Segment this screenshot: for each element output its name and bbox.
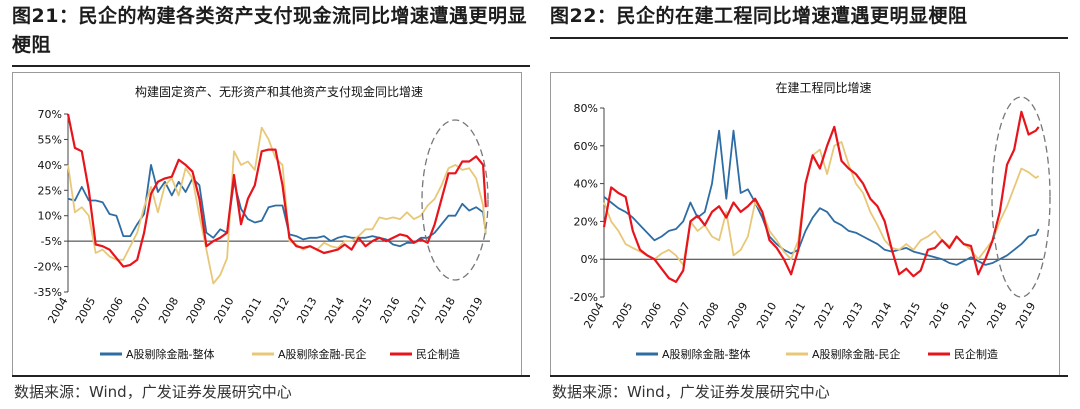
legend-label: A股剔除金融-民企 [812, 347, 901, 361]
figure-22-panel: 图22：民企的在建工程同比增速遭遇更明显梗阻 在建工程同比增速 80% 60% 40%… [550, 0, 1074, 409]
x-tick-label: 2017 [956, 300, 981, 331]
x-tick-label: 2007 [128, 295, 153, 326]
chart-capex-cashflow: 构建固定资产、无形资产和其他资产支付现金同比增速 70% 55% 40% 25% 10% -… [12, 72, 522, 377]
x-tick-label: 2013 [294, 295, 319, 326]
x-tick-label: 2012 [812, 300, 837, 331]
x-tick-label: 2007 [668, 300, 693, 331]
title-rule [12, 65, 530, 67]
x-tick-label: 2004 [581, 300, 606, 331]
x-tick-label: 2006 [101, 295, 126, 326]
x-tick-label: 2018 [984, 300, 1009, 331]
y-tick-label: 40% [574, 178, 598, 191]
legend-label: A股剔除金融-民企 [278, 347, 367, 361]
x-tick-label: 2011 [239, 295, 264, 326]
legend-label: 民企制造 [416, 347, 460, 361]
x-tick-label: 2006 [639, 300, 664, 331]
y-tick-label: 20% [574, 215, 598, 228]
x-tick-label: 2009 [184, 295, 209, 326]
y-tick-label: -5% [41, 235, 62, 248]
chart-title: 在建工程同比增速 [775, 80, 871, 95]
x-tick-label: 2018 [433, 295, 458, 326]
source-rule [12, 375, 530, 377]
x-tick-label: 2019 [460, 295, 485, 326]
y-tick-label: -35% [34, 286, 62, 299]
y-tick-label: -20% [570, 291, 598, 304]
x-tick-label: 2016 [377, 295, 402, 326]
x-tick-label: 2014 [869, 300, 894, 331]
figure-title: 图22：民企的在建工程同比增速遭遇更明显梗阻 [550, 5, 968, 27]
y-tick-label: 60% [574, 140, 598, 153]
source-rule [550, 375, 1068, 377]
chart-title: 构建固定资产、无形资产和其他资产支付现金同比增速 [135, 84, 423, 99]
series-line [67, 126, 487, 285]
highlight-ellipse [991, 96, 1051, 298]
chart-frame [550, 72, 1060, 377]
title-rule [550, 37, 1068, 39]
chart-frame [12, 72, 522, 377]
legend-label: A股剔除金融-整体 [662, 347, 751, 361]
figure-title: 图21：民企的构建各类资产支付现金流同比增速遭遇更明显梗阻 [12, 5, 527, 56]
x-tick-label: 2019 [1013, 300, 1038, 331]
x-tick-label: 2009 [725, 300, 750, 331]
x-tick-label: 2010 [754, 300, 779, 331]
y-tick-label: 25% [38, 184, 62, 197]
y-tick-label: 10% [38, 210, 62, 223]
figure-source: 数据来源：Wind，广发证券发展研究中心 [552, 383, 830, 401]
x-tick-label: 2013 [840, 300, 865, 331]
y-tick-label: 0% [581, 253, 598, 266]
legend-label: A股剔除金融-整体 [126, 347, 215, 361]
series-line [602, 110, 1040, 283]
x-tick-label: 2005 [73, 295, 98, 326]
y-tick-label: -20% [34, 261, 62, 274]
x-tick-label: 2012 [267, 295, 292, 326]
x-tick-label: 2011 [783, 300, 808, 331]
x-tick-label: 2015 [898, 300, 923, 331]
x-tick-label: 2004 [45, 295, 70, 326]
y-tick-label: 40% [38, 159, 62, 172]
legend-label: 民企制造 [954, 347, 998, 361]
series-line [603, 141, 1040, 266]
x-tick-label: 2005 [610, 300, 635, 331]
x-tick-label: 2010 [211, 295, 236, 326]
series-line [603, 129, 1040, 266]
y-tick-label: 70% [38, 108, 62, 121]
series-line [67, 164, 487, 248]
x-tick-label: 2008 [156, 295, 181, 326]
series-line [66, 113, 487, 268]
figure-source: 数据来源：Wind，广发证券发展研究中心 [14, 383, 292, 401]
x-tick-label: 2016 [927, 300, 952, 331]
figure-21-panel: 图21：民企的构建各类资产支付现金流同比增速遭遇更明显梗阻 构建固定资产、无形资… [12, 0, 536, 409]
highlight-ellipse [421, 119, 489, 281]
x-tick-label: 2017 [405, 295, 430, 326]
y-tick-label: 80% [574, 102, 598, 115]
x-tick-label: 2014 [322, 295, 347, 326]
x-tick-label: 2015 [350, 295, 375, 326]
x-tick-label: 2008 [696, 300, 721, 331]
y-tick-label: 55% [38, 133, 62, 146]
